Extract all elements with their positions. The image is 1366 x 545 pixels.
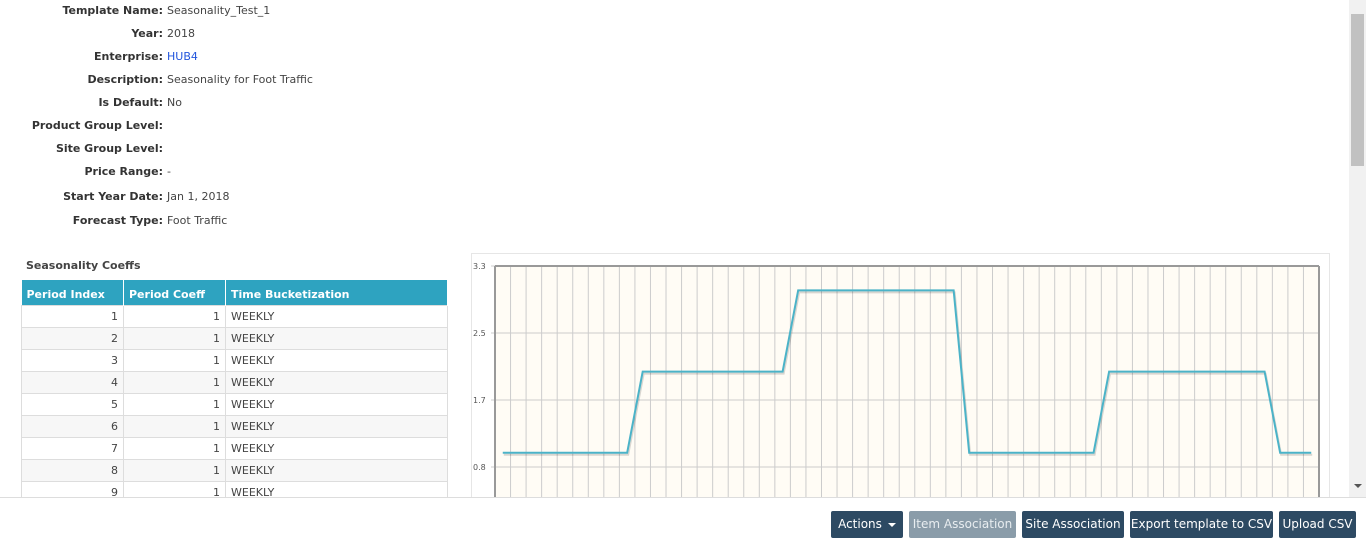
period-index-cell: 3 [21,349,124,372]
time-bucketization-cell: WEEKLY [225,437,448,460]
detail-value: Foot Traffic [167,214,228,227]
template-details-page: Template Name: Seasonality_Test_1 Year: 201… [0,1,1330,497]
detail-label: Year: [131,27,163,40]
detail-row: Description: Seasonality for Foot Traffic [0,70,700,90]
detail-label: Template Name: [62,4,163,17]
period-coeff-cell: 1 [123,415,226,438]
detail-row: Forecast Type: Foot Traffic [0,211,700,231]
period-coeff-cell: 1 [123,393,226,416]
seasonality-chart-svg: 3.3 2.5 1.7 0.8 [473,262,1320,497]
period-index-cell: 7 [21,437,124,460]
table-row[interactable]: 9 1 WEEKLY [21,481,448,497]
period-coeff-cell: 1 [123,371,226,394]
time-bucketization-cell: WEEKLY [225,481,448,497]
detail-row: Start Year Date: Jan 1, 2018 [0,187,700,207]
detail-row: Product Group Level: [0,116,700,136]
period-index-cell: 9 [21,481,124,497]
seasonality-chart: 3.3 2.5 1.7 0.8 [471,253,1330,497]
y-tick-label: 0.8 [473,463,486,472]
export-template-csv-button[interactable]: Export template to CSV [1130,511,1273,538]
table-row[interactable]: 4 1 WEEKLY [21,371,448,394]
scrollbar-thumb[interactable] [1351,14,1364,166]
detail-label: Start Year Date: [63,190,163,203]
column-header-period-coeff[interactable]: Period Coeff [123,280,226,306]
table-row[interactable]: 2 1 WEEKLY [21,327,448,350]
time-bucketization-cell: WEEKLY [225,371,448,394]
detail-label: Is Default: [98,96,163,109]
period-index-cell: 4 [21,371,124,394]
enterprise-link[interactable]: HUB4 [167,50,198,63]
actions-label: Actions [838,517,882,531]
detail-value: Seasonality_Test_1 [167,4,271,17]
actions-dropdown-button[interactable]: Actions [831,511,903,538]
site-association-button[interactable]: Site Association [1022,511,1124,538]
period-index-cell: 2 [21,327,124,350]
time-bucketization-cell: WEEKLY [225,415,448,438]
table-row[interactable]: 3 1 WEEKLY [21,349,448,372]
period-coeff-cell: 1 [123,459,226,482]
seasonality-coeffs-title: Seasonality Coeffs [26,259,141,272]
time-bucketization-cell: WEEKLY [225,459,448,482]
time-bucketization-cell: WEEKLY [225,393,448,416]
detail-label: Description: [87,73,163,86]
detail-row: Site Group Level: [0,139,700,159]
period-coeff-cell: 1 [123,437,226,460]
detail-label: Product Group Level: [31,119,163,132]
seasonality-coeffs-table: Period Index Period Coeff Time Bucketiza… [21,280,448,497]
footer-action-bar: Actions Item Association Site Associatio… [0,497,1366,545]
period-index-cell: 1 [21,305,124,328]
table-row[interactable]: 8 1 WEEKLY [21,459,448,482]
period-coeff-cell: 1 [123,305,226,328]
detail-value: Seasonality for Foot Traffic [167,73,313,86]
item-association-button[interactable]: Item Association [909,511,1016,538]
plot-background [495,266,1319,497]
detail-label: Enterprise: [94,50,163,63]
period-coeff-cell: 1 [123,481,226,497]
table-row[interactable]: 7 1 WEEKLY [21,437,448,460]
table-row[interactable]: 6 1 WEEKLY [21,415,448,438]
detail-value: No [167,96,182,109]
detail-row: Is Default: No [0,93,700,113]
detail-label: Site Group Level: [55,142,163,155]
table-row[interactable]: 5 1 WEEKLY [21,393,448,416]
detail-label: Price Range: [84,165,163,178]
detail-row: Template Name: Seasonality_Test_1 [0,1,700,21]
detail-value: - [167,165,171,178]
column-header-time-bucketization[interactable]: Time Bucketization [225,280,448,306]
upload-csv-button[interactable]: Upload CSV [1279,511,1356,538]
time-bucketization-cell: WEEKLY [225,349,448,372]
period-index-cell: 8 [21,459,124,482]
detail-value: 2018 [167,27,195,40]
period-index-cell: 5 [21,393,124,416]
series-line-shadow [503,291,1313,456]
column-header-period-index[interactable]: Period Index [21,280,124,306]
table-row[interactable]: 1 1 WEEKLY [21,305,448,328]
caret-down-icon [887,522,896,527]
y-tick-label: 1.7 [473,396,486,405]
period-coeff-cell: 1 [123,349,226,372]
y-tick-label: 3.3 [473,262,486,271]
scroll-down-arrow-icon[interactable] [1354,484,1362,488]
time-bucketization-cell: WEEKLY [225,305,448,328]
detail-row: Enterprise: HUB4 [0,47,700,67]
detail-row: Year: 2018 [0,24,700,44]
period-coeff-cell: 1 [123,327,226,350]
period-index-cell: 6 [21,415,124,438]
vertical-scrollbar[interactable] [1349,0,1366,497]
detail-label: Forecast Type: [72,214,163,227]
y-tick-label: 2.5 [473,329,486,338]
detail-row: Price Range: - [0,162,700,182]
time-bucketization-cell: WEEKLY [225,327,448,350]
detail-value: Jan 1, 2018 [167,190,230,203]
